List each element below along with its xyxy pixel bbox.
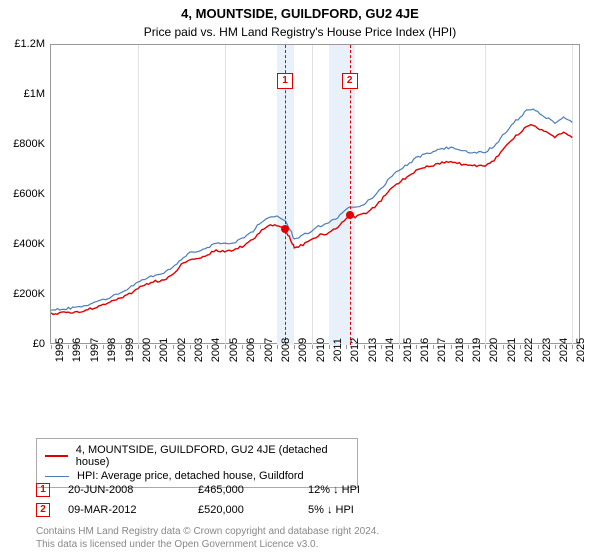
x-tick-label: 1996: [71, 338, 83, 362]
legend-item: 4, MOUNTSIDE, GUILDFORD, GU2 4JE (detach…: [45, 443, 349, 469]
x-tick-label: 2022: [523, 338, 535, 362]
legend-swatch: [45, 455, 68, 457]
transaction-marker: 1: [36, 483, 50, 497]
event-dot: [281, 225, 289, 233]
transaction-price: £465,000: [198, 484, 308, 496]
x-tick-label: 2019: [471, 338, 483, 362]
x-tick-label: 2018: [454, 338, 466, 362]
x-tick-label: 2000: [141, 338, 153, 362]
x-tick-label: 2013: [367, 338, 379, 362]
event-marker: 2: [342, 73, 358, 89]
x-tick-label: 2007: [263, 338, 275, 362]
footer-line-2: This data is licensed under the Open Gov…: [36, 538, 379, 551]
x-tick-label: 1999: [124, 338, 136, 362]
series-hpi: [51, 109, 572, 310]
footer-attribution: Contains HM Land Registry data © Crown c…: [36, 525, 379, 551]
transaction-date: 20-JUN-2008: [68, 484, 198, 496]
x-tick-label: 2006: [245, 338, 257, 362]
chart-area: 12 £0£200K£400K£600K£800K£1M£1.2M 199519…: [0, 44, 600, 394]
chart-title: 4, MOUNTSIDE, GUILDFORD, GU2 4JE: [0, 0, 600, 21]
x-tick-label: 1995: [54, 338, 66, 362]
legend-label: 4, MOUNTSIDE, GUILDFORD, GU2 4JE (detach…: [76, 444, 349, 468]
y-tick-label: £800K: [13, 138, 45, 150]
footer-line-1: Contains HM Land Registry data © Crown c…: [36, 525, 379, 538]
series-property: [51, 125, 572, 315]
transaction-marker: 2: [36, 503, 50, 517]
plot-area: 12: [50, 44, 580, 344]
line-series: [51, 45, 581, 345]
x-tick-label: 2015: [402, 338, 414, 362]
x-tick-label: 2005: [228, 338, 240, 362]
legend-swatch: [45, 476, 69, 477]
x-tick-label: 2001: [158, 338, 170, 362]
y-tick-label: £200K: [13, 288, 45, 300]
y-tick-label: £600K: [13, 188, 45, 200]
x-tick-label: 2025: [575, 338, 587, 362]
y-tick-label: £400K: [13, 238, 45, 250]
x-tick-label: 2003: [193, 338, 205, 362]
y-tick-label: £0: [33, 338, 45, 350]
x-tick-label: 2008: [280, 338, 292, 362]
x-tick-label: 1997: [89, 338, 101, 362]
x-tick-label: 2017: [436, 338, 448, 362]
chart-subtitle: Price paid vs. HM Land Registry's House …: [0, 21, 600, 39]
x-tick-label: 2023: [541, 338, 553, 362]
transaction-delta: 5% ↓ HPI: [308, 504, 418, 516]
transaction-table: 1 20-JUN-2008£465,00012% ↓ HPI 2 09-MAR-201…: [36, 480, 418, 520]
transaction-row: 1 20-JUN-2008£465,00012% ↓ HPI: [36, 480, 418, 500]
event-marker: 1: [277, 73, 293, 89]
transaction-date: 09-MAR-2012: [68, 504, 198, 516]
x-tick-label: 2016: [419, 338, 431, 362]
x-tick-label: 2004: [210, 338, 222, 362]
x-tick-label: 2021: [506, 338, 518, 362]
x-tick-label: 2012: [349, 338, 361, 362]
y-tick-label: £1M: [24, 88, 45, 100]
x-tick-label: 2020: [488, 338, 500, 362]
x-tick-label: 2014: [384, 338, 396, 362]
event-dot: [346, 211, 354, 219]
x-tick-label: 2002: [176, 338, 188, 362]
transaction-price: £520,000: [198, 504, 308, 516]
x-tick-label: 2024: [558, 338, 570, 362]
x-tick-label: 2009: [297, 338, 309, 362]
y-tick-label: £1.2M: [14, 38, 45, 50]
x-tick-label: 2011: [332, 338, 344, 362]
x-tick-label: 1998: [106, 338, 118, 362]
transaction-delta: 12% ↓ HPI: [308, 484, 418, 496]
x-tick-label: 2010: [315, 338, 327, 362]
transaction-row: 2 09-MAR-2012£520,0005% ↓ HPI: [36, 500, 418, 520]
